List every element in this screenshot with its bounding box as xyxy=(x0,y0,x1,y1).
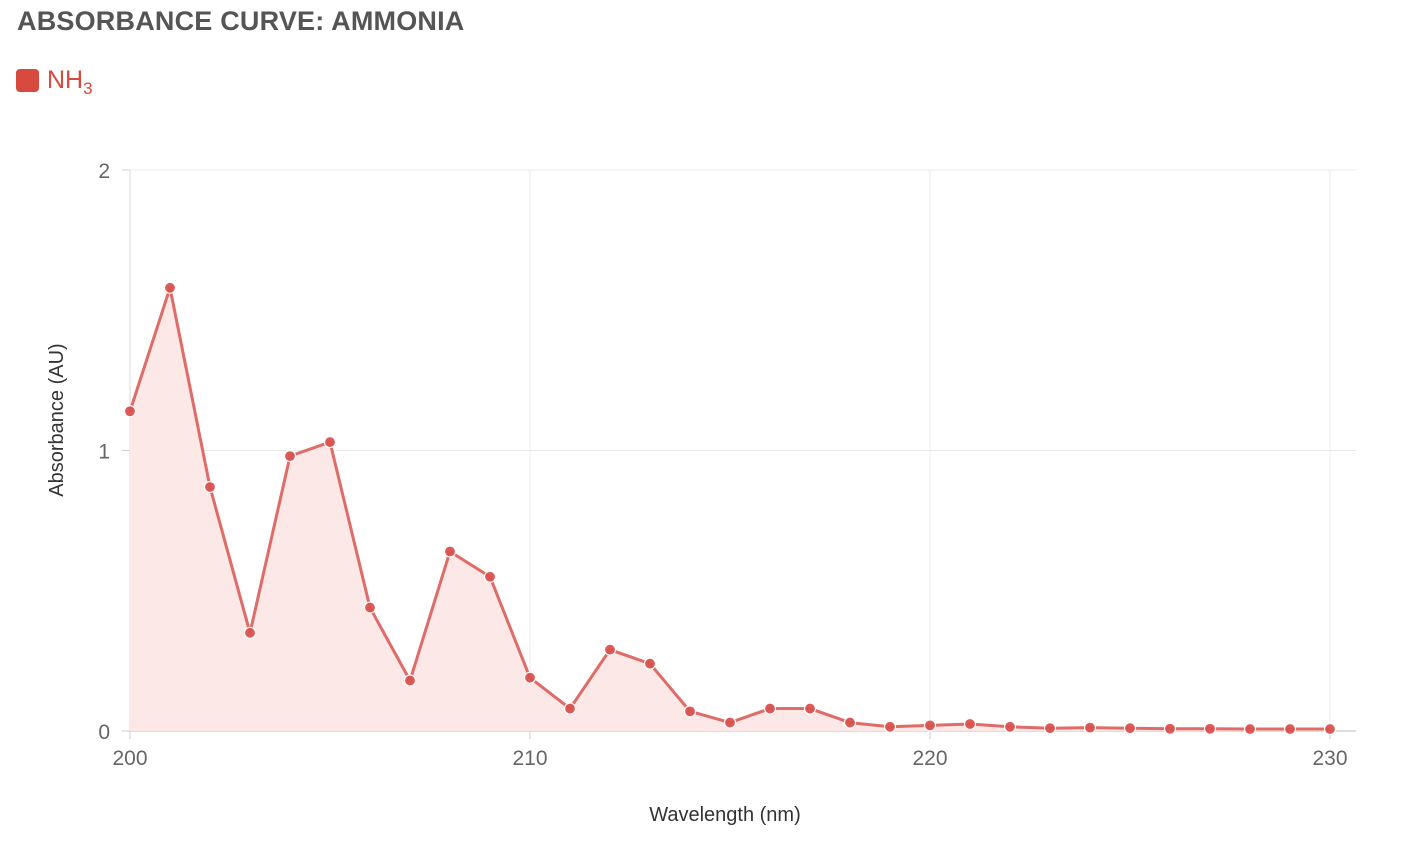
x-tick-label: 220 xyxy=(912,747,947,770)
data-point xyxy=(403,674,417,687)
data-point xyxy=(123,405,137,418)
data-point xyxy=(683,705,697,718)
data-point xyxy=(323,435,337,449)
x-tick-label: 200 xyxy=(112,747,147,770)
data-point xyxy=(1323,722,1337,736)
y-tick-label: 1 xyxy=(98,441,110,464)
x-axis-title: Wavelength (nm) xyxy=(649,804,801,826)
data-point xyxy=(483,570,497,583)
legend-label-text: NH xyxy=(47,66,84,94)
data-point xyxy=(283,450,297,463)
data-point xyxy=(1123,722,1137,735)
data-point xyxy=(523,671,537,684)
legend-swatch xyxy=(16,69,39,92)
y-tick-label: 0 xyxy=(98,721,110,744)
chart-title: ABSORBANCE CURVE: AMMONIA xyxy=(17,6,465,36)
data-point xyxy=(443,545,457,558)
data-point xyxy=(1163,722,1177,735)
x-tick-label: 230 xyxy=(1312,747,1347,770)
data-point xyxy=(1283,722,1297,736)
data-point xyxy=(243,626,257,639)
data-point xyxy=(603,643,617,656)
legend[interactable]: NH3 xyxy=(16,66,93,98)
x-tick-label: 210 xyxy=(512,747,547,770)
legend-label-subscript: 3 xyxy=(83,79,93,98)
series-nh3 xyxy=(123,281,1337,736)
data-point xyxy=(843,716,857,729)
series-area xyxy=(130,287,1330,731)
data-point xyxy=(763,702,777,715)
legend-label: NH3 xyxy=(47,66,93,98)
tick-labels: 0 1 2 200 210 220 230 xyxy=(98,160,1347,770)
data-point xyxy=(723,716,737,729)
data-point xyxy=(643,657,657,670)
data-point xyxy=(1203,722,1217,735)
data-point xyxy=(1083,721,1097,734)
data-point xyxy=(923,719,937,732)
data-point xyxy=(1003,720,1017,733)
data-point xyxy=(163,281,177,294)
data-point xyxy=(883,720,897,733)
data-point xyxy=(1243,722,1257,736)
data-point xyxy=(803,702,817,715)
data-point xyxy=(363,601,377,614)
data-point xyxy=(563,702,577,715)
data-point xyxy=(203,480,217,494)
y-tick-label: 2 xyxy=(98,160,110,183)
y-axis-title: Absorbance (AU) xyxy=(46,343,68,496)
data-point xyxy=(963,717,977,731)
data-point xyxy=(1043,722,1057,735)
